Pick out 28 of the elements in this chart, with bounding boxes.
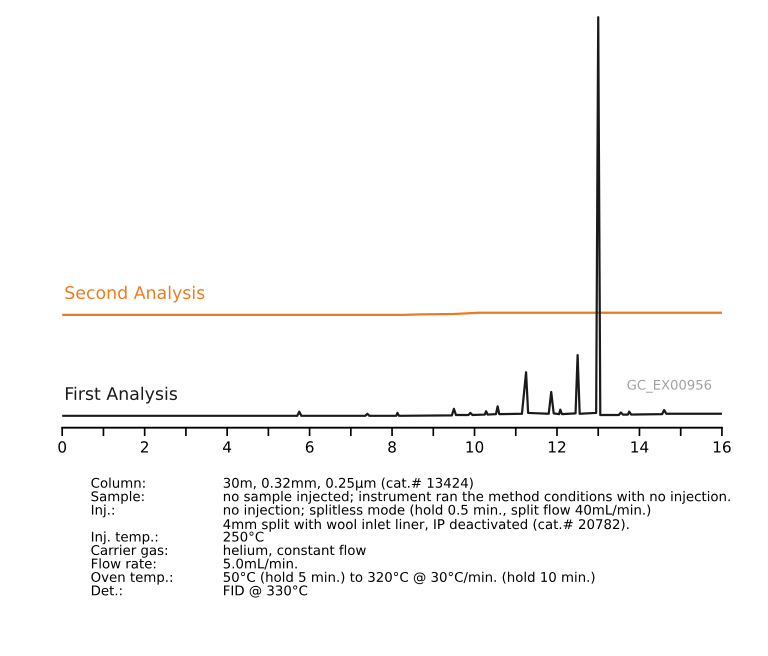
series-label: First Analysis	[66, 386, 178, 404]
text: Inj.:	[92, 504, 114, 518]
annotation: GC_EX00956	[627, 380, 712, 393]
x-tick-label: 0	[58, 441, 66, 453]
x-tick-label: 6	[306, 441, 314, 453]
text: 5.0mL/min.	[224, 558, 297, 570]
text: 30m, 0.32mm, 0.25µm (cat.# 13424)	[224, 478, 473, 490]
series-label: Second Analysis	[65, 286, 204, 303]
x-tick-label: 12	[548, 441, 566, 453]
text: 50°C (hold 5 min.) to 320°C @ 30°C/min. (hold 10 min.)	[224, 572, 594, 584]
text: Inj. temp.:	[92, 531, 158, 544]
text: FID @ 330°C	[224, 585, 308, 598]
text: Column:	[91, 478, 145, 488]
text: Flow rate:	[92, 558, 156, 569]
text: Oven temp.:	[91, 572, 172, 585]
text: 250°C	[224, 532, 264, 542]
text: Carrier gas:	[91, 544, 167, 558]
text: Sample:	[92, 491, 144, 504]
x-tick-label: 10	[466, 441, 484, 453]
x-tick-label: 16	[714, 441, 731, 453]
text: no injection; splitless mode (hold 0.5 min., split flow 40mL/min.) 4mm split with wool inlet liner, IP deactivated (cat.# 20782).	[223, 504, 650, 532]
x-tick-label: 4	[223, 441, 232, 453]
text: helium, constant flow	[224, 544, 366, 556]
text: Det.:	[92, 586, 122, 596]
x-tick-label: 2	[140, 441, 148, 453]
x-tick-label: 14	[631, 441, 648, 453]
x-tick-label: 8	[388, 441, 396, 453]
text: no sample injected; instrument ran the method conditions with no injection.	[224, 491, 730, 504]
